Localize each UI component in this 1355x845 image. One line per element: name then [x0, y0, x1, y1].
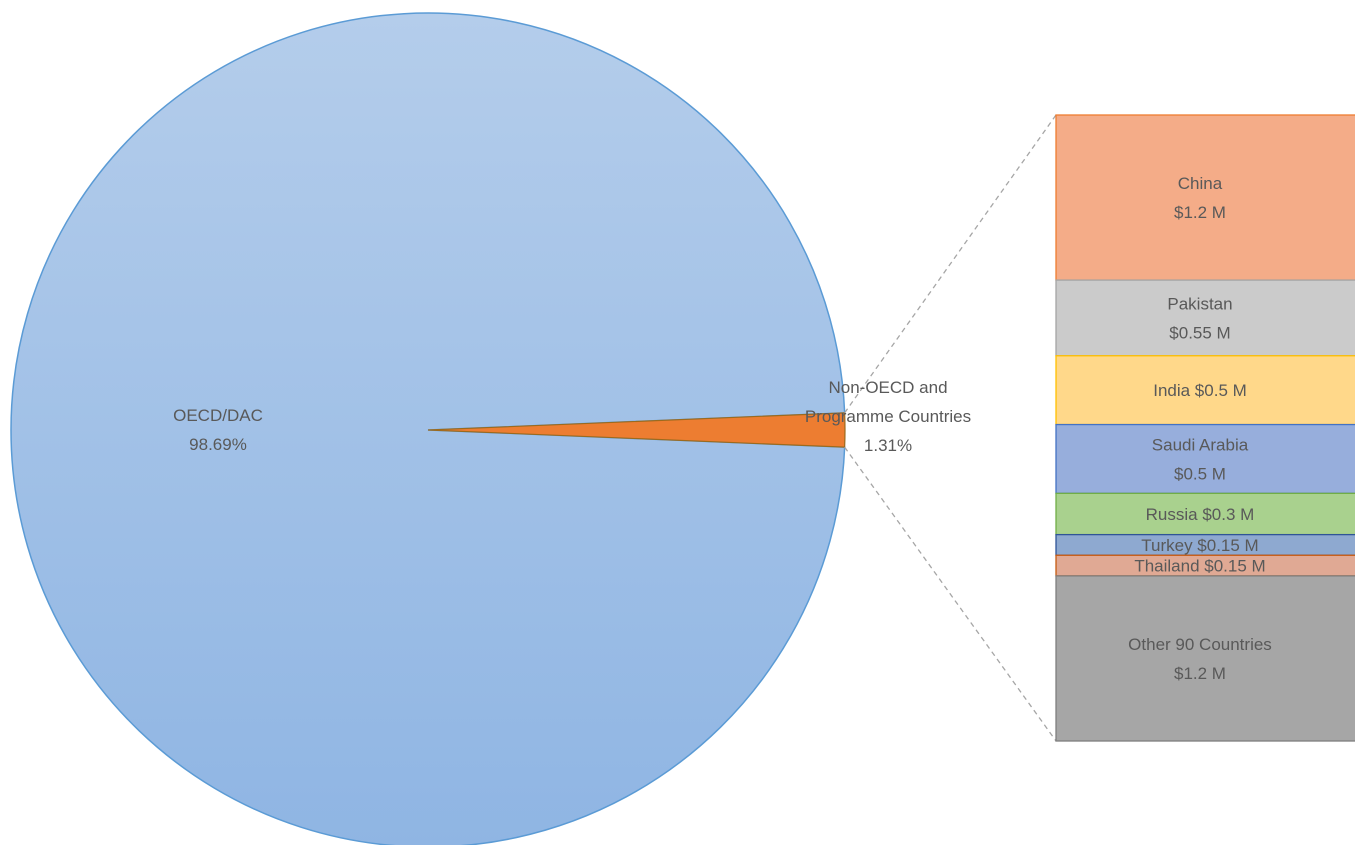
bar-label-pakistan-line2: $0.55 M — [1169, 323, 1230, 342]
pie-slice-non-oecd — [427, 412, 846, 448]
bar-label-china-line2: $1.2 M — [1174, 203, 1226, 222]
pie-labels: OECD/DAC 98.69% Non-OECD and Programme Coun… — [173, 378, 971, 455]
bar-label-saudi-arabia-line1: Saudi Arabia — [1152, 435, 1249, 454]
bar-label-other-90-countries-line1: Other 90 Countries — [1128, 635, 1272, 654]
bar-segment-other-90-countries — [1055, 575, 1355, 742]
bar-label-pakistan-line1: Pakistan — [1167, 294, 1232, 313]
bar-label-india: India $0.5 M — [1153, 381, 1247, 400]
bar-label-china-line1: China — [1178, 174, 1223, 193]
connector-line-bottom — [844, 446, 1057, 742]
connector-line-top — [844, 114, 1057, 414]
bar-segment-india — [1055, 355, 1355, 426]
pie-value-oecd-dac: 98.69% — [189, 435, 247, 454]
bar-label-saudi-arabia-line2: $0.5 M — [1174, 464, 1226, 483]
bar-label-other-90-countries-line2: $1.2 M — [1174, 664, 1226, 683]
bar-segment-china — [1055, 114, 1355, 281]
pie-label-non-oecd-line2: Programme Countries — [805, 407, 971, 426]
bar-label-russia: Russia $0.3 M — [1146, 505, 1255, 524]
pie-slice-oecd-dac — [10, 12, 846, 845]
bar-label-thailand: Thailand $0.15 M — [1134, 557, 1265, 576]
bar-label-turkey: Turkey $0.15 M — [1141, 536, 1258, 555]
pie — [10, 12, 846, 845]
breakdown-bar: China $1.2 M Pakistan $0.55 M India $0.5 M Sa… — [1055, 114, 1355, 742]
pie-value-non-oecd: 1.31% — [864, 436, 912, 455]
bar-segment-pakistan — [1055, 279, 1355, 357]
connector-lines — [844, 114, 1057, 742]
pie-label-non-oecd-line1: Non-OECD and — [828, 378, 947, 397]
pie-label-oecd-dac: OECD/DAC — [173, 406, 263, 425]
